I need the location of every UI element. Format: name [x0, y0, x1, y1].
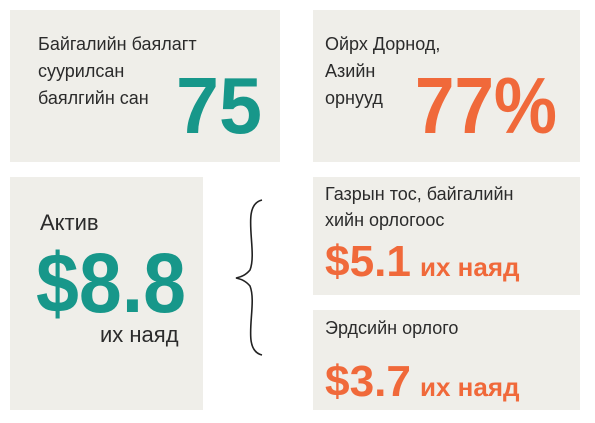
box [313, 310, 580, 410]
label: Газрын тос, байгалийн [325, 184, 513, 204]
label: Азийн [325, 61, 375, 81]
box [313, 177, 580, 295]
figure: $5.1 [325, 237, 411, 286]
label: суурилсан [38, 61, 124, 81]
label: баялгийн сан [38, 88, 149, 108]
unit: их наяд [420, 372, 520, 402]
box [10, 10, 280, 162]
box [313, 10, 580, 162]
figure: $8.8 [36, 236, 186, 330]
figure: $3.7 [325, 357, 411, 406]
label: Байгалийн баялагт [38, 34, 197, 54]
figure: 77% [415, 61, 557, 150]
box [10, 177, 203, 410]
label: хийн орлогоос [325, 210, 444, 230]
figure: 75 [176, 61, 262, 150]
label: Ойрх Дорнод, [325, 34, 440, 54]
brace [235, 199, 263, 356]
label: Эрдсийн орлого [325, 318, 458, 338]
label: Актив [40, 210, 99, 235]
label: орнууд [325, 88, 383, 108]
unit: их наяд [100, 322, 179, 347]
unit: их наяд [420, 252, 520, 282]
